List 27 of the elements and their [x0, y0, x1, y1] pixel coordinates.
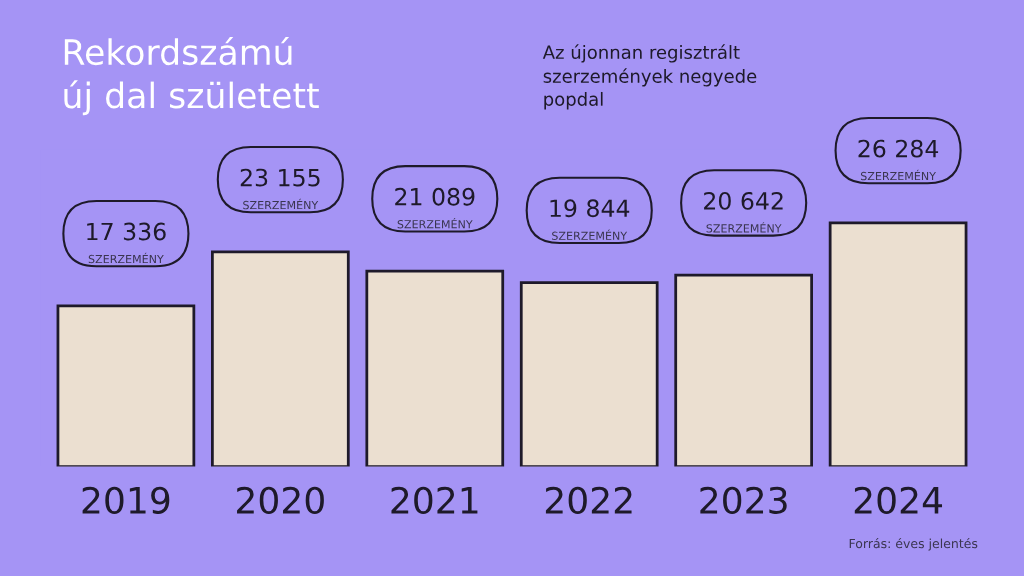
bar	[828, 221, 968, 467]
x-tick-label: 2019	[82, 486, 170, 514]
data-label: 20 642	[704, 191, 783, 210]
chart-title: Rekordszámú új dal született	[64, 36, 319, 116]
annotation: SZERZEMÉNY	[88, 252, 164, 264]
x-tick-label: 2024	[854, 486, 943, 514]
annotation: SZERZEMÉNY	[397, 217, 473, 229]
chart-subtitle: Az újonnan regisztrált szerzemények negyede popdal	[542, 44, 757, 110]
text: Forrás: éves jelentés	[849, 538, 978, 551]
bar	[519, 281, 659, 467]
bar	[365, 269, 505, 467]
annotation: SZERZEMÉNY	[706, 222, 782, 233]
data-label: 23 155	[240, 168, 320, 187]
x-tick-label: 2020	[237, 486, 324, 514]
annotation: SZERZEMÉNY	[552, 229, 628, 240]
data-label: 26 284	[858, 139, 939, 158]
data-label: 17 336	[87, 222, 166, 241]
bar	[56, 304, 196, 467]
text: SZERZEMÉNY	[243, 198, 319, 210]
bar	[674, 273, 813, 467]
data-label: 21 089	[395, 187, 475, 206]
x-tick-label: 2021	[391, 486, 478, 514]
bar	[211, 250, 350, 467]
data-label: 19 844	[550, 199, 630, 218]
x-tick-label: 2022	[545, 486, 632, 514]
text: SZERZEMÉNY	[860, 169, 936, 181]
x-tick-label: 2023	[700, 486, 787, 514]
